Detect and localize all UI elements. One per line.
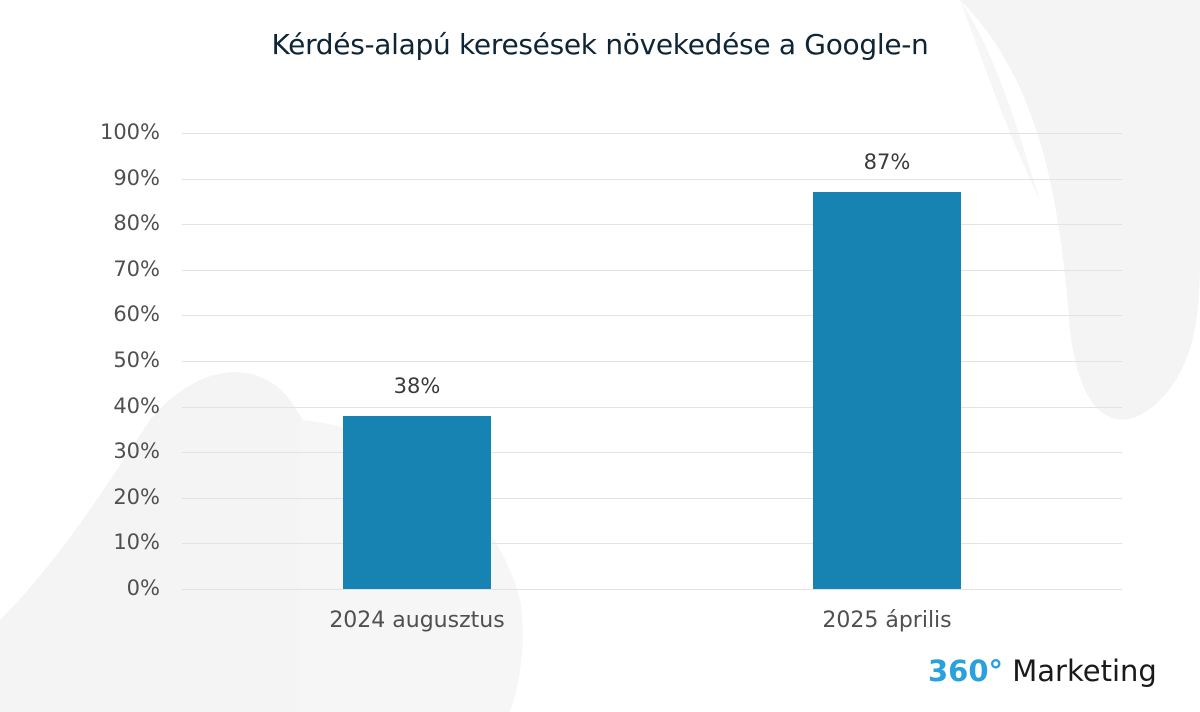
gridline <box>182 406 1122 408</box>
bar-value-label: 38% <box>393 373 441 398</box>
y-tick-label: 0% <box>126 576 160 600</box>
gridline <box>182 269 1122 271</box>
logo-accent: 360° <box>928 654 1004 688</box>
bar <box>343 415 491 589</box>
bar <box>813 192 961 589</box>
y-tick-label: 50% <box>113 348 160 372</box>
gridline <box>182 133 1122 134</box>
gridline <box>182 361 1122 362</box>
y-tick-label: 80% <box>113 211 160 236</box>
y-tick-label: 70% <box>113 256 160 281</box>
gridline <box>182 315 1122 317</box>
chart-title: Kérdés-alapú keresések növekedése a Goog… <box>271 28 929 61</box>
gridline <box>182 178 1122 180</box>
y-tick-label: 60% <box>113 302 160 327</box>
x-category-label: 2024 augusztus <box>329 608 505 633</box>
logo-text: Marketing <box>1003 654 1157 688</box>
gridline <box>182 543 1122 545</box>
y-tick-label: 40% <box>113 393 160 418</box>
y-tick-label: 30% <box>113 439 160 464</box>
gridline <box>182 497 1122 499</box>
y-tick-label: 90% <box>113 165 160 190</box>
bar-value-label: 87% <box>863 150 911 175</box>
gridline <box>182 589 1122 590</box>
y-tick-label: 100% <box>99 120 160 144</box>
x-category-label: 2025 április <box>822 608 952 633</box>
brand-logo: 360° Marketing <box>928 654 1157 688</box>
gridline <box>182 452 1122 454</box>
gridline <box>182 224 1122 226</box>
y-tick-label: 20% <box>113 484 160 509</box>
y-tick-label: 10% <box>113 530 160 555</box>
